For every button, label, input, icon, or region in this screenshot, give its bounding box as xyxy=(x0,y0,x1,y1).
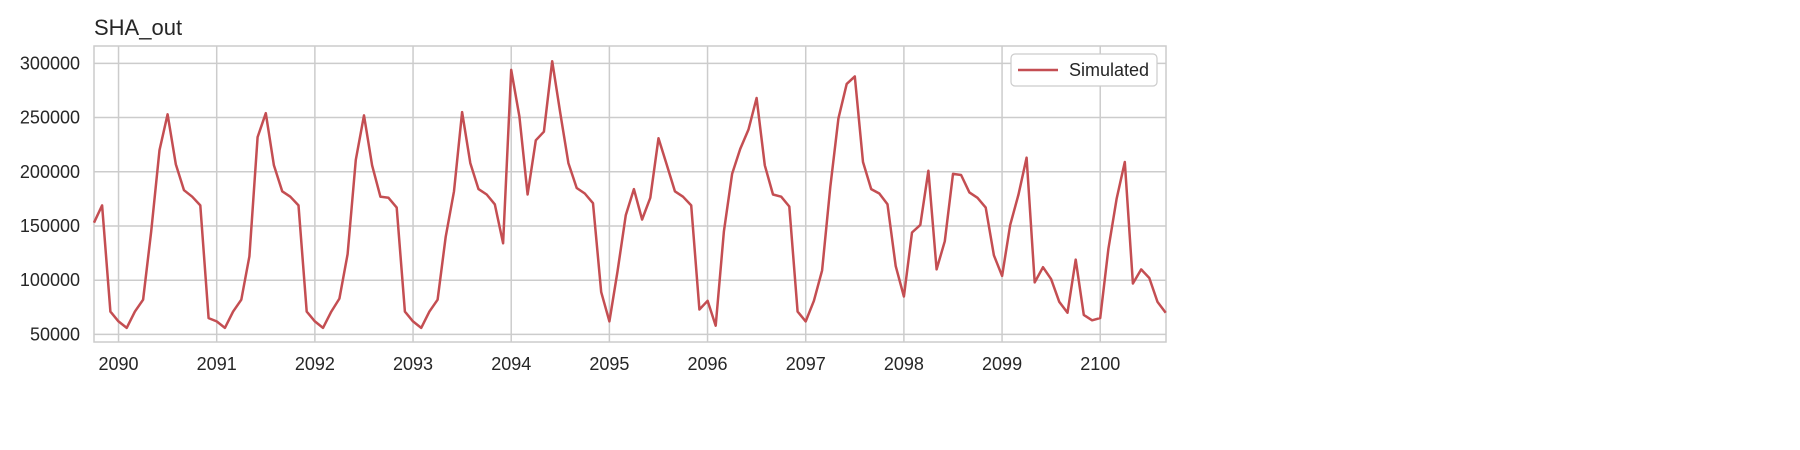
y-tick-label-200000: 200000 xyxy=(20,162,80,182)
grid-lines xyxy=(94,46,1166,342)
series-line-simulated xyxy=(92,59,1167,330)
x-tick-label-2093: 2093 xyxy=(393,354,433,374)
x-tick-label-2092: 2092 xyxy=(295,354,335,374)
plot-area-frame xyxy=(93,45,1167,343)
y-tick-label-300000: 300000 xyxy=(20,53,80,73)
legend: Simulated xyxy=(1010,53,1158,87)
x-tick-label-2098: 2098 xyxy=(884,354,924,374)
x-tick-label-2091: 2091 xyxy=(197,354,237,374)
y-tick-label-150000: 150000 xyxy=(20,216,80,236)
legend-label-simulated: Simulated xyxy=(1069,60,1149,80)
x-tick-label-2090: 2090 xyxy=(99,354,139,374)
series-layer xyxy=(92,59,1167,330)
x-tick-label-2094: 2094 xyxy=(491,354,531,374)
x-tick-label-2097: 2097 xyxy=(786,354,826,374)
tick-labels: 2090 2091 2092 2093 2094 2095 2096 2097 2098 2099… xyxy=(20,53,1120,374)
x-tick-label-2100: 2100 xyxy=(1080,354,1120,374)
y-tick-label-250000: 250000 xyxy=(20,108,80,128)
x-tick-label-2095: 2095 xyxy=(589,354,629,374)
y-tick-label-100000: 100000 xyxy=(20,270,80,290)
chart-title: SHA_out xyxy=(94,15,182,40)
y-tick-label-50000: 50000 xyxy=(30,324,80,344)
x-tick-label-2096: 2096 xyxy=(688,354,728,374)
legend-box xyxy=(1010,53,1158,87)
x-tick-label-2099: 2099 xyxy=(982,354,1022,374)
